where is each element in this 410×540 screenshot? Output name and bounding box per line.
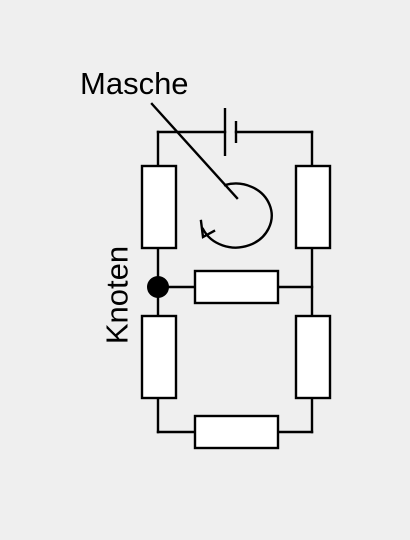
resistor-left-top xyxy=(140,164,178,250)
mesh-label: Masche xyxy=(80,66,189,101)
mesh-pointer-line xyxy=(150,102,239,200)
node-dot xyxy=(147,276,169,298)
resistor-right-top xyxy=(294,164,332,250)
node-label: Knoten xyxy=(99,245,135,345)
resistor-bottom xyxy=(193,414,280,450)
mesh-loop-arrow xyxy=(201,182,273,249)
resistor-middle xyxy=(193,269,280,305)
mesh-arrowhead xyxy=(199,219,216,239)
resistor-left-bottom xyxy=(140,314,178,400)
resistor-right-bottom xyxy=(294,314,332,400)
